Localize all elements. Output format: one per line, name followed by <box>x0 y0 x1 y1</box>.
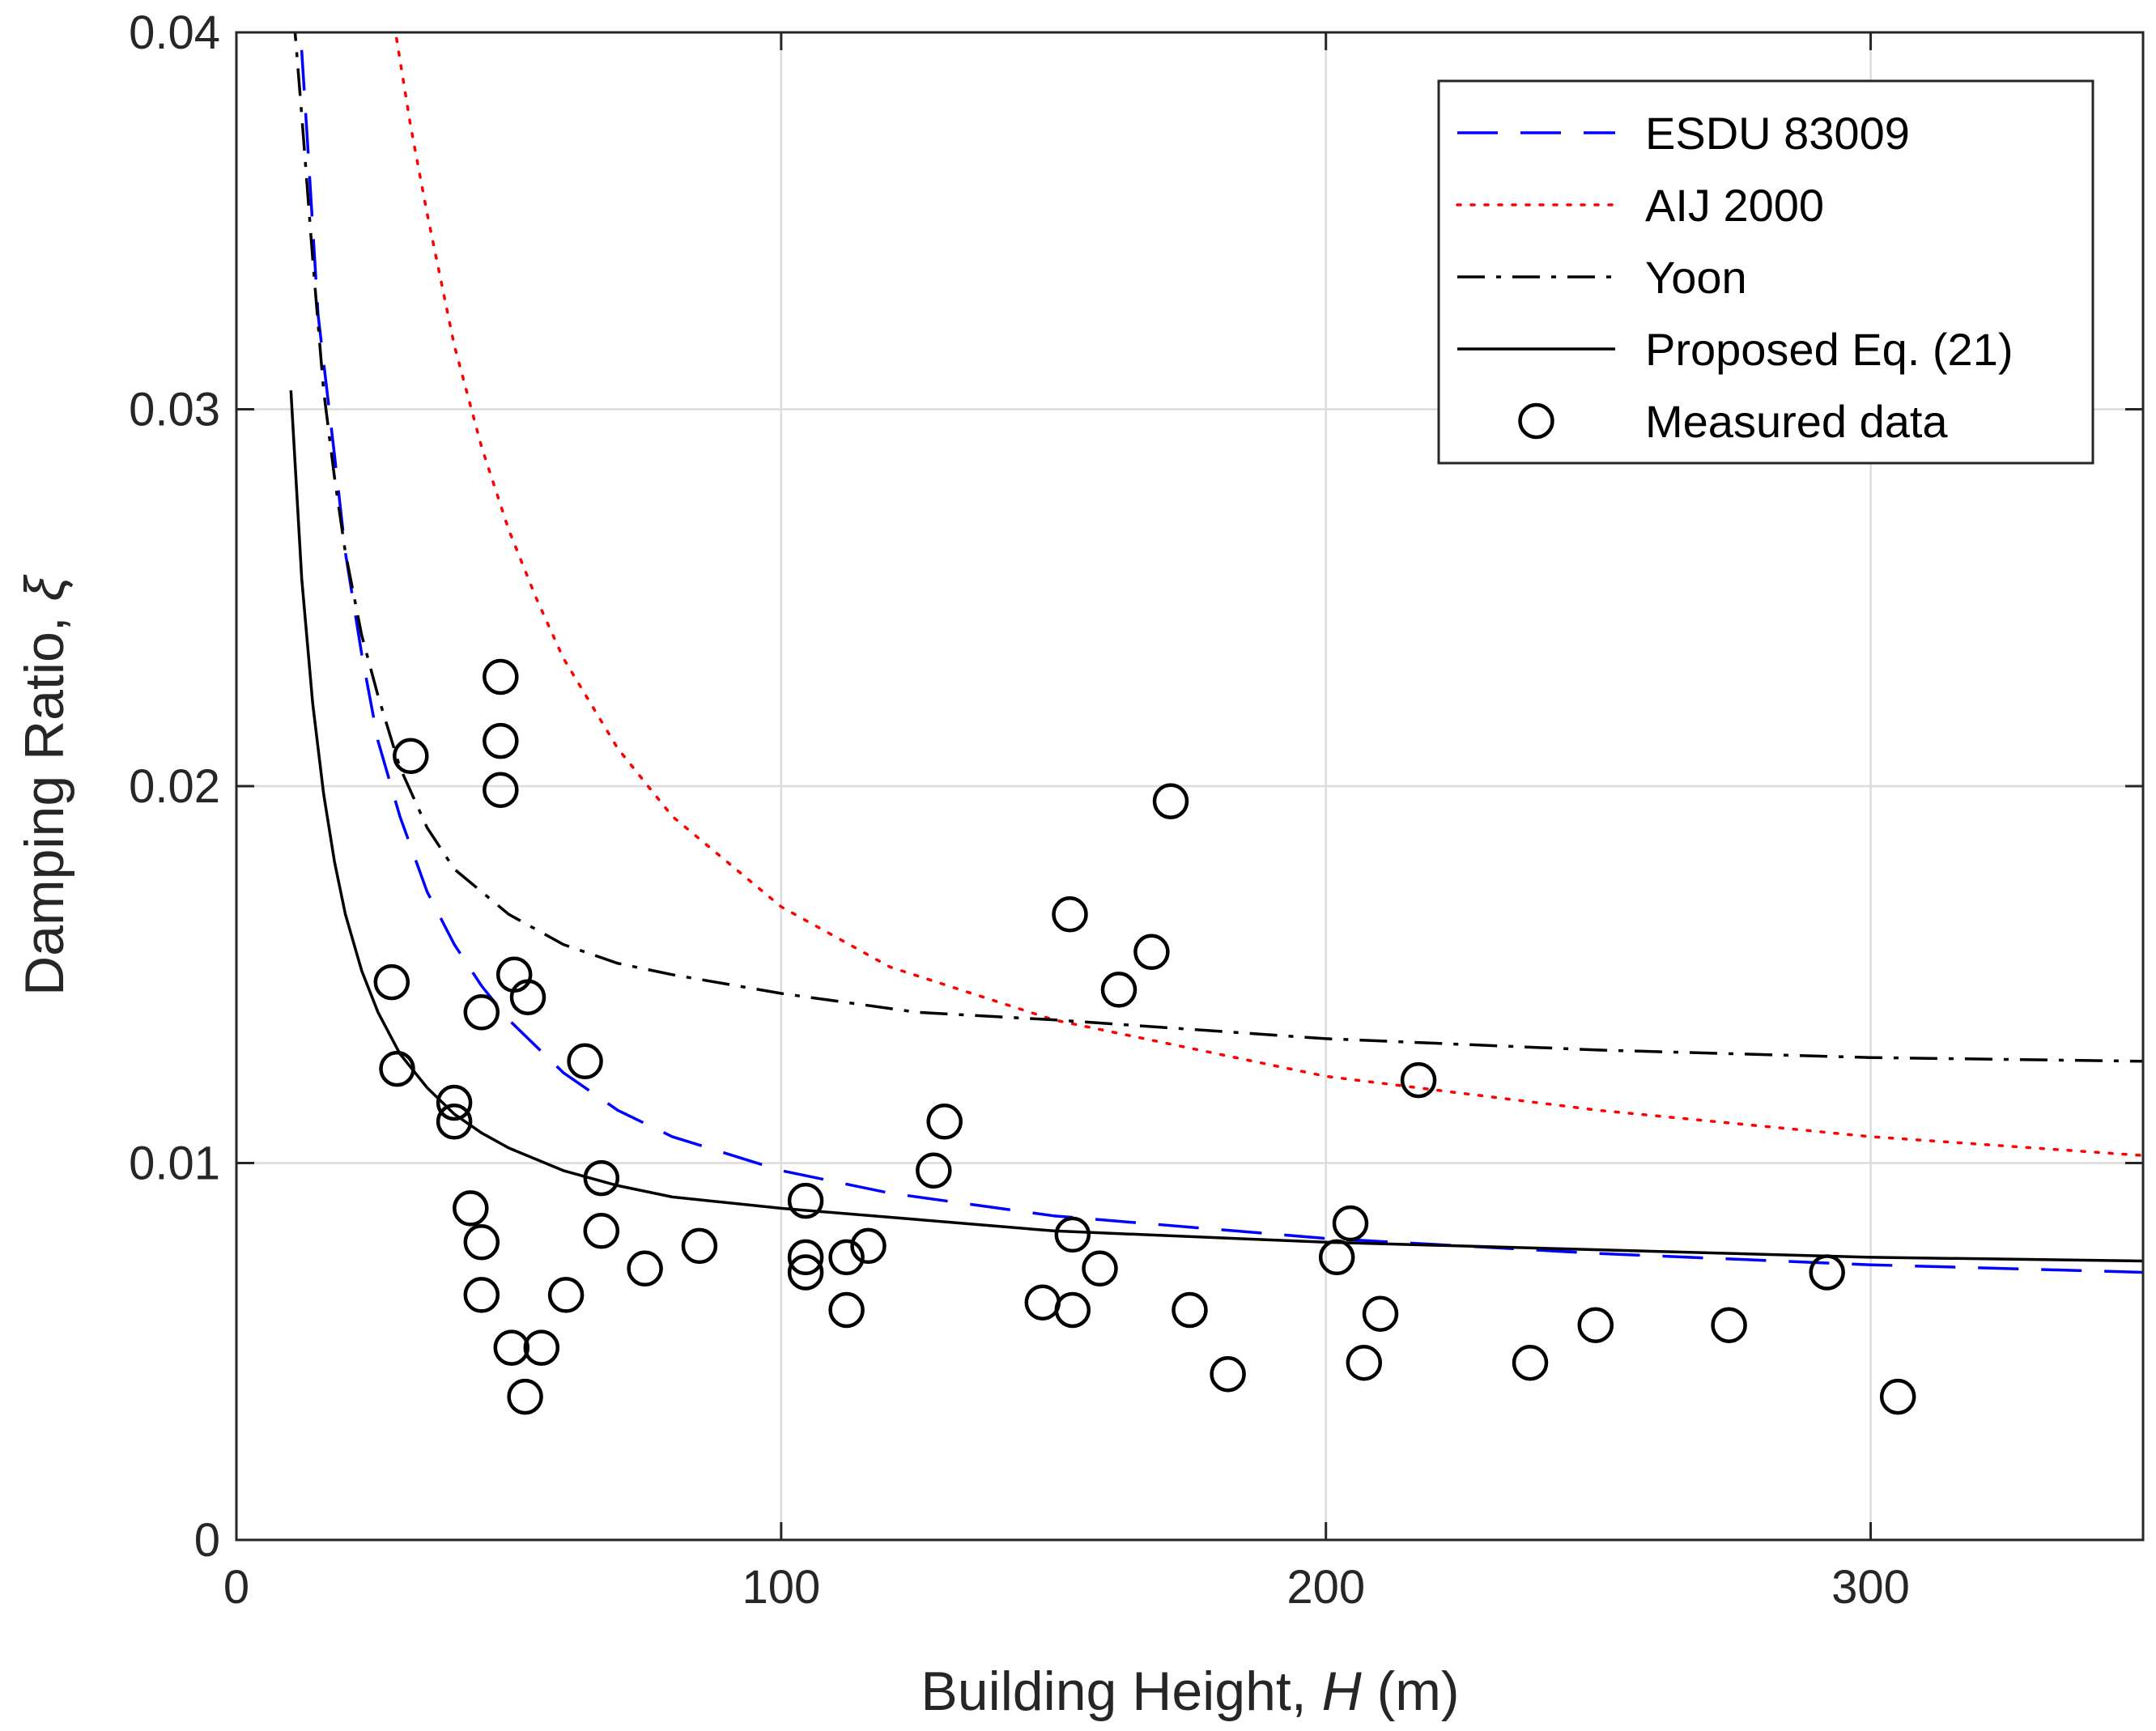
measured-data-point <box>787 1254 824 1291</box>
y-axis-title: Damping Ratio, ξ <box>14 574 75 996</box>
y-tick-label: 0.03 <box>129 384 220 436</box>
measured-data-point <box>509 979 546 1015</box>
legend: ESDU 83009 AIJ 2000 Yoon Proposed Eq. (21) M… <box>1437 79 2094 465</box>
x-tick-label: 200 <box>1286 1561 1365 1614</box>
measured-data-point <box>463 1224 500 1261</box>
measured-data-point <box>1318 1239 1355 1276</box>
measured-data-point <box>916 1152 952 1189</box>
measured-data-point <box>436 1084 473 1121</box>
measured-data-point <box>1052 896 1088 933</box>
legend-label-esdu-83009: ESDU 83009 <box>1645 108 1910 159</box>
measured-data-point <box>787 1182 824 1219</box>
measured-data-point <box>850 1227 887 1265</box>
measured-data-point <box>523 1329 560 1366</box>
y-tick-label: 0.04 <box>129 6 220 59</box>
measured-data-point <box>1577 1307 1614 1343</box>
measured-data-point <box>483 722 519 759</box>
measured-data-point <box>1133 934 1170 971</box>
legend-swatch-measured-data <box>1518 402 1554 440</box>
measured-data-point <box>1711 1307 1747 1343</box>
x-tick-label: 0 <box>223 1561 249 1614</box>
measured-data-point <box>393 738 429 775</box>
measured-data-point <box>483 658 519 695</box>
legend-label-yoon: Yoon <box>1645 252 1747 303</box>
y-tick-label: 0.01 <box>129 1138 220 1190</box>
measured-data-point <box>373 963 410 1001</box>
measured-data-point <box>493 1329 530 1366</box>
legend-label-measured-data: Measured data <box>1645 396 1948 447</box>
measured-data-point <box>507 1378 543 1415</box>
series-line-esdu-83009 <box>298 32 2143 1274</box>
measured-data-point <box>583 1213 620 1249</box>
legend-box <box>1437 79 2094 465</box>
measured-data-point <box>1400 1061 1437 1099</box>
measured-data-point <box>926 1104 963 1140</box>
measured-data-point <box>828 1239 865 1276</box>
measured-data-point <box>547 1277 585 1313</box>
measured-data-point <box>379 1050 415 1087</box>
measured-data-point <box>483 772 519 808</box>
measured-data-point <box>627 1250 663 1287</box>
measured-data-point <box>1054 1291 1091 1329</box>
measured-data-point <box>436 1104 473 1140</box>
measured-data-point <box>463 1277 500 1313</box>
legend-label-aij-2000: AIJ 2000 <box>1645 180 1824 231</box>
measured-data-point <box>1172 1291 1208 1329</box>
measured-data-point <box>583 1159 620 1197</box>
measured-data-point <box>463 994 500 1031</box>
measured-data-point <box>1332 1205 1369 1242</box>
measured-points <box>373 658 1916 1415</box>
measured-data-point <box>1082 1250 1118 1287</box>
measured-data-point <box>1879 1378 1916 1415</box>
y-tick-label: 0.02 <box>129 760 220 813</box>
measured-data-point <box>1210 1355 1246 1393</box>
measured-data-point <box>1809 1254 1845 1291</box>
legend-label-proposed-eq-21: Proposed Eq. (21) <box>1645 324 2013 375</box>
measured-data-point <box>828 1291 865 1329</box>
x-tick-label: 300 <box>1831 1561 1910 1614</box>
y-tick-label: 0 <box>194 1514 220 1567</box>
measured-data-point <box>1100 972 1138 1008</box>
x-tick-label: 100 <box>742 1561 820 1614</box>
measured-data-point <box>567 1043 603 1080</box>
measured-data-point <box>1152 783 1189 819</box>
measured-data-point <box>1512 1344 1549 1381</box>
x-axis-title: Building Height, H (m) <box>921 1661 1459 1722</box>
measured-data-point <box>1346 1344 1383 1381</box>
measured-data-point <box>681 1227 718 1265</box>
series-line-proposed-eq-21 <box>289 390 2143 1263</box>
measured-data-point <box>1362 1295 1399 1332</box>
axis-ticks: 0 100 200 300 0 0.01 0.02 0.03 0.04 <box>129 6 2143 1614</box>
series-lines <box>289 32 2143 1274</box>
measured-data-point <box>453 1190 489 1227</box>
measured-data-point <box>1054 1216 1091 1253</box>
measured-data-point <box>787 1239 824 1276</box>
